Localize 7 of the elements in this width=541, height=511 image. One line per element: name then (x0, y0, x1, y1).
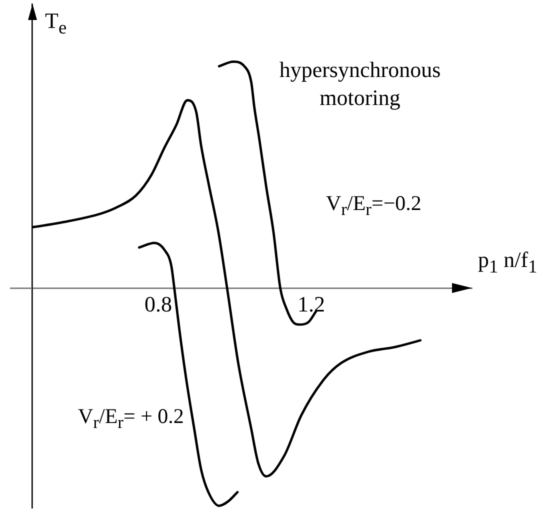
text: V$_{r}$/E$_{r}$=−0.2 (326, 191, 422, 220)
x-tick-label: 0.8 (144, 291, 172, 316)
x-axis-title: p$_{1}$ n/f$_{1}$ (478, 247, 538, 276)
y-axis-title: T$_{e}$ (45, 8, 67, 38)
series-label: V$_{r}$/E$_{r}$= + 0.2 (78, 404, 184, 432)
x-tick-label: 1.2 (298, 291, 326, 316)
annotation: hypersynchronous motoring (278, 56, 442, 111)
